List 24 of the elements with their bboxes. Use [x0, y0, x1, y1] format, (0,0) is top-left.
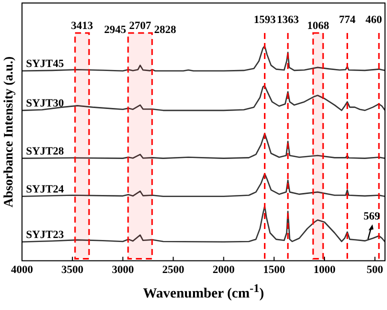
ref-line-label: 1363: [276, 14, 300, 26]
series-label: SYJT28: [26, 145, 64, 158]
x-tick-label: 500: [366, 264, 384, 276]
ref-line-label: 774: [339, 14, 356, 26]
text: 2828: [154, 24, 177, 36]
y-axis-title: Absorbance Intensity (a.u.): [0, 56, 16, 208]
x-tick-label: 2000: [212, 264, 236, 276]
band-label: 1068: [307, 20, 330, 32]
x-tick-label: 3500: [61, 264, 84, 276]
series-label: SYJT30: [26, 97, 64, 110]
band-label: 2707: [129, 20, 152, 32]
x-tick-label: 1000: [314, 264, 336, 276]
series-label: SYJT24: [26, 183, 64, 196]
x-tick-label: 4000: [11, 264, 34, 276]
x-tick-label: 2500: [162, 264, 185, 276]
ref-line-label: 1593: [254, 14, 276, 26]
x-tick-label: 3000: [112, 264, 134, 276]
x-axis-title: Wavenumber (cm$^{-1}$): [142, 282, 266, 303]
series-label: SYJT23: [26, 228, 64, 241]
ref-line-label: 460: [366, 14, 382, 26]
x-tick-label: 1500: [263, 264, 286, 276]
band-label: 3413: [71, 20, 94, 32]
series-label: SYJT45: [26, 58, 64, 70]
text: 2945: [104, 24, 127, 36]
